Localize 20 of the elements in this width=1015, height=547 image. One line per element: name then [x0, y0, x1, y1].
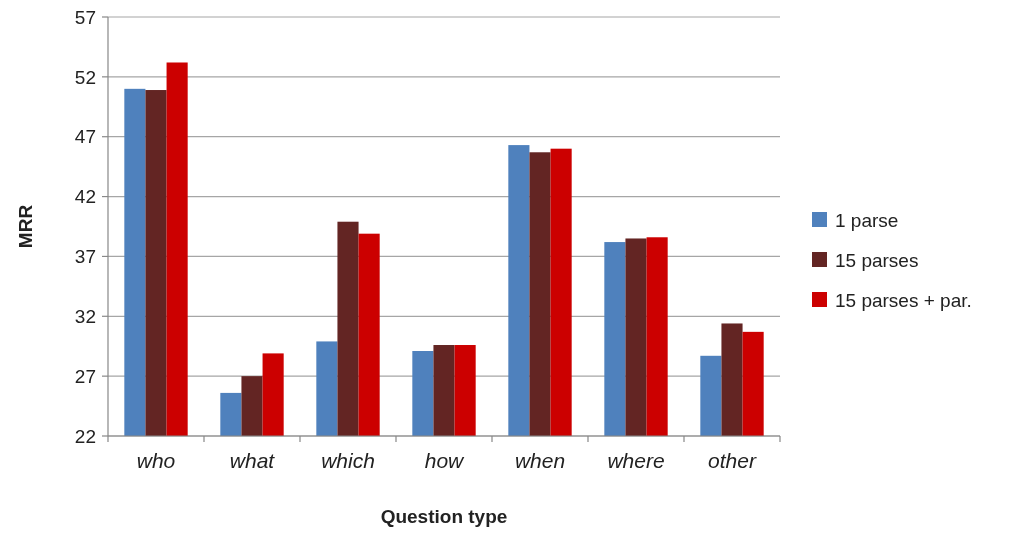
y-tick-label: 22	[74, 425, 96, 447]
x-tick-label: how	[424, 449, 466, 472]
y-tick-label: 32	[74, 305, 96, 327]
y-tick-label: 27	[74, 365, 96, 387]
legend-label: 15 parses + par.	[835, 289, 972, 311]
x-tick-label: what	[229, 449, 276, 472]
y-tick-label: 47	[74, 126, 96, 148]
y-tick-label: 37	[74, 246, 96, 268]
x-tick-label: when	[514, 449, 566, 472]
y-tick-label: 42	[74, 186, 96, 208]
x-tick-label: other	[708, 449, 757, 472]
x-tick-label: which	[321, 449, 375, 472]
x-tick-label: where	[607, 449, 665, 472]
y-tick-label: 57	[74, 6, 96, 28]
y-axis-title: MRR	[15, 204, 36, 249]
x-tick-label: who	[136, 449, 176, 472]
legend-label: 15 parses	[835, 249, 919, 271]
y-tick-label: 52	[74, 66, 96, 88]
x-axis-title: Question type	[380, 506, 508, 527]
legend-label: 1 parse	[835, 209, 899, 231]
